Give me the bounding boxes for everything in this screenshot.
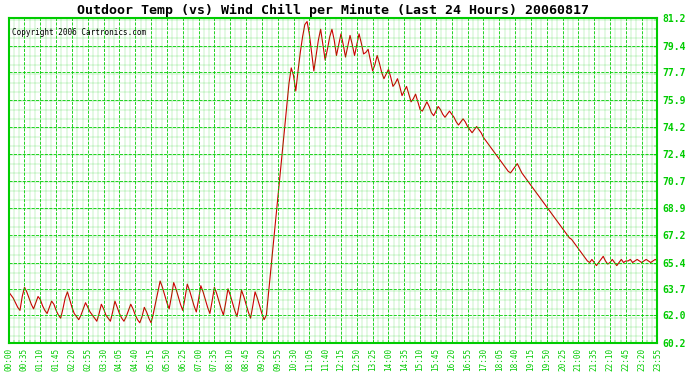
Title: Outdoor Temp (vs) Wind Chill per Minute (Last 24 Hours) 20060817: Outdoor Temp (vs) Wind Chill per Minute … [77,4,589,17]
Text: Copyright 2006 Cartronics.com: Copyright 2006 Cartronics.com [12,28,146,37]
